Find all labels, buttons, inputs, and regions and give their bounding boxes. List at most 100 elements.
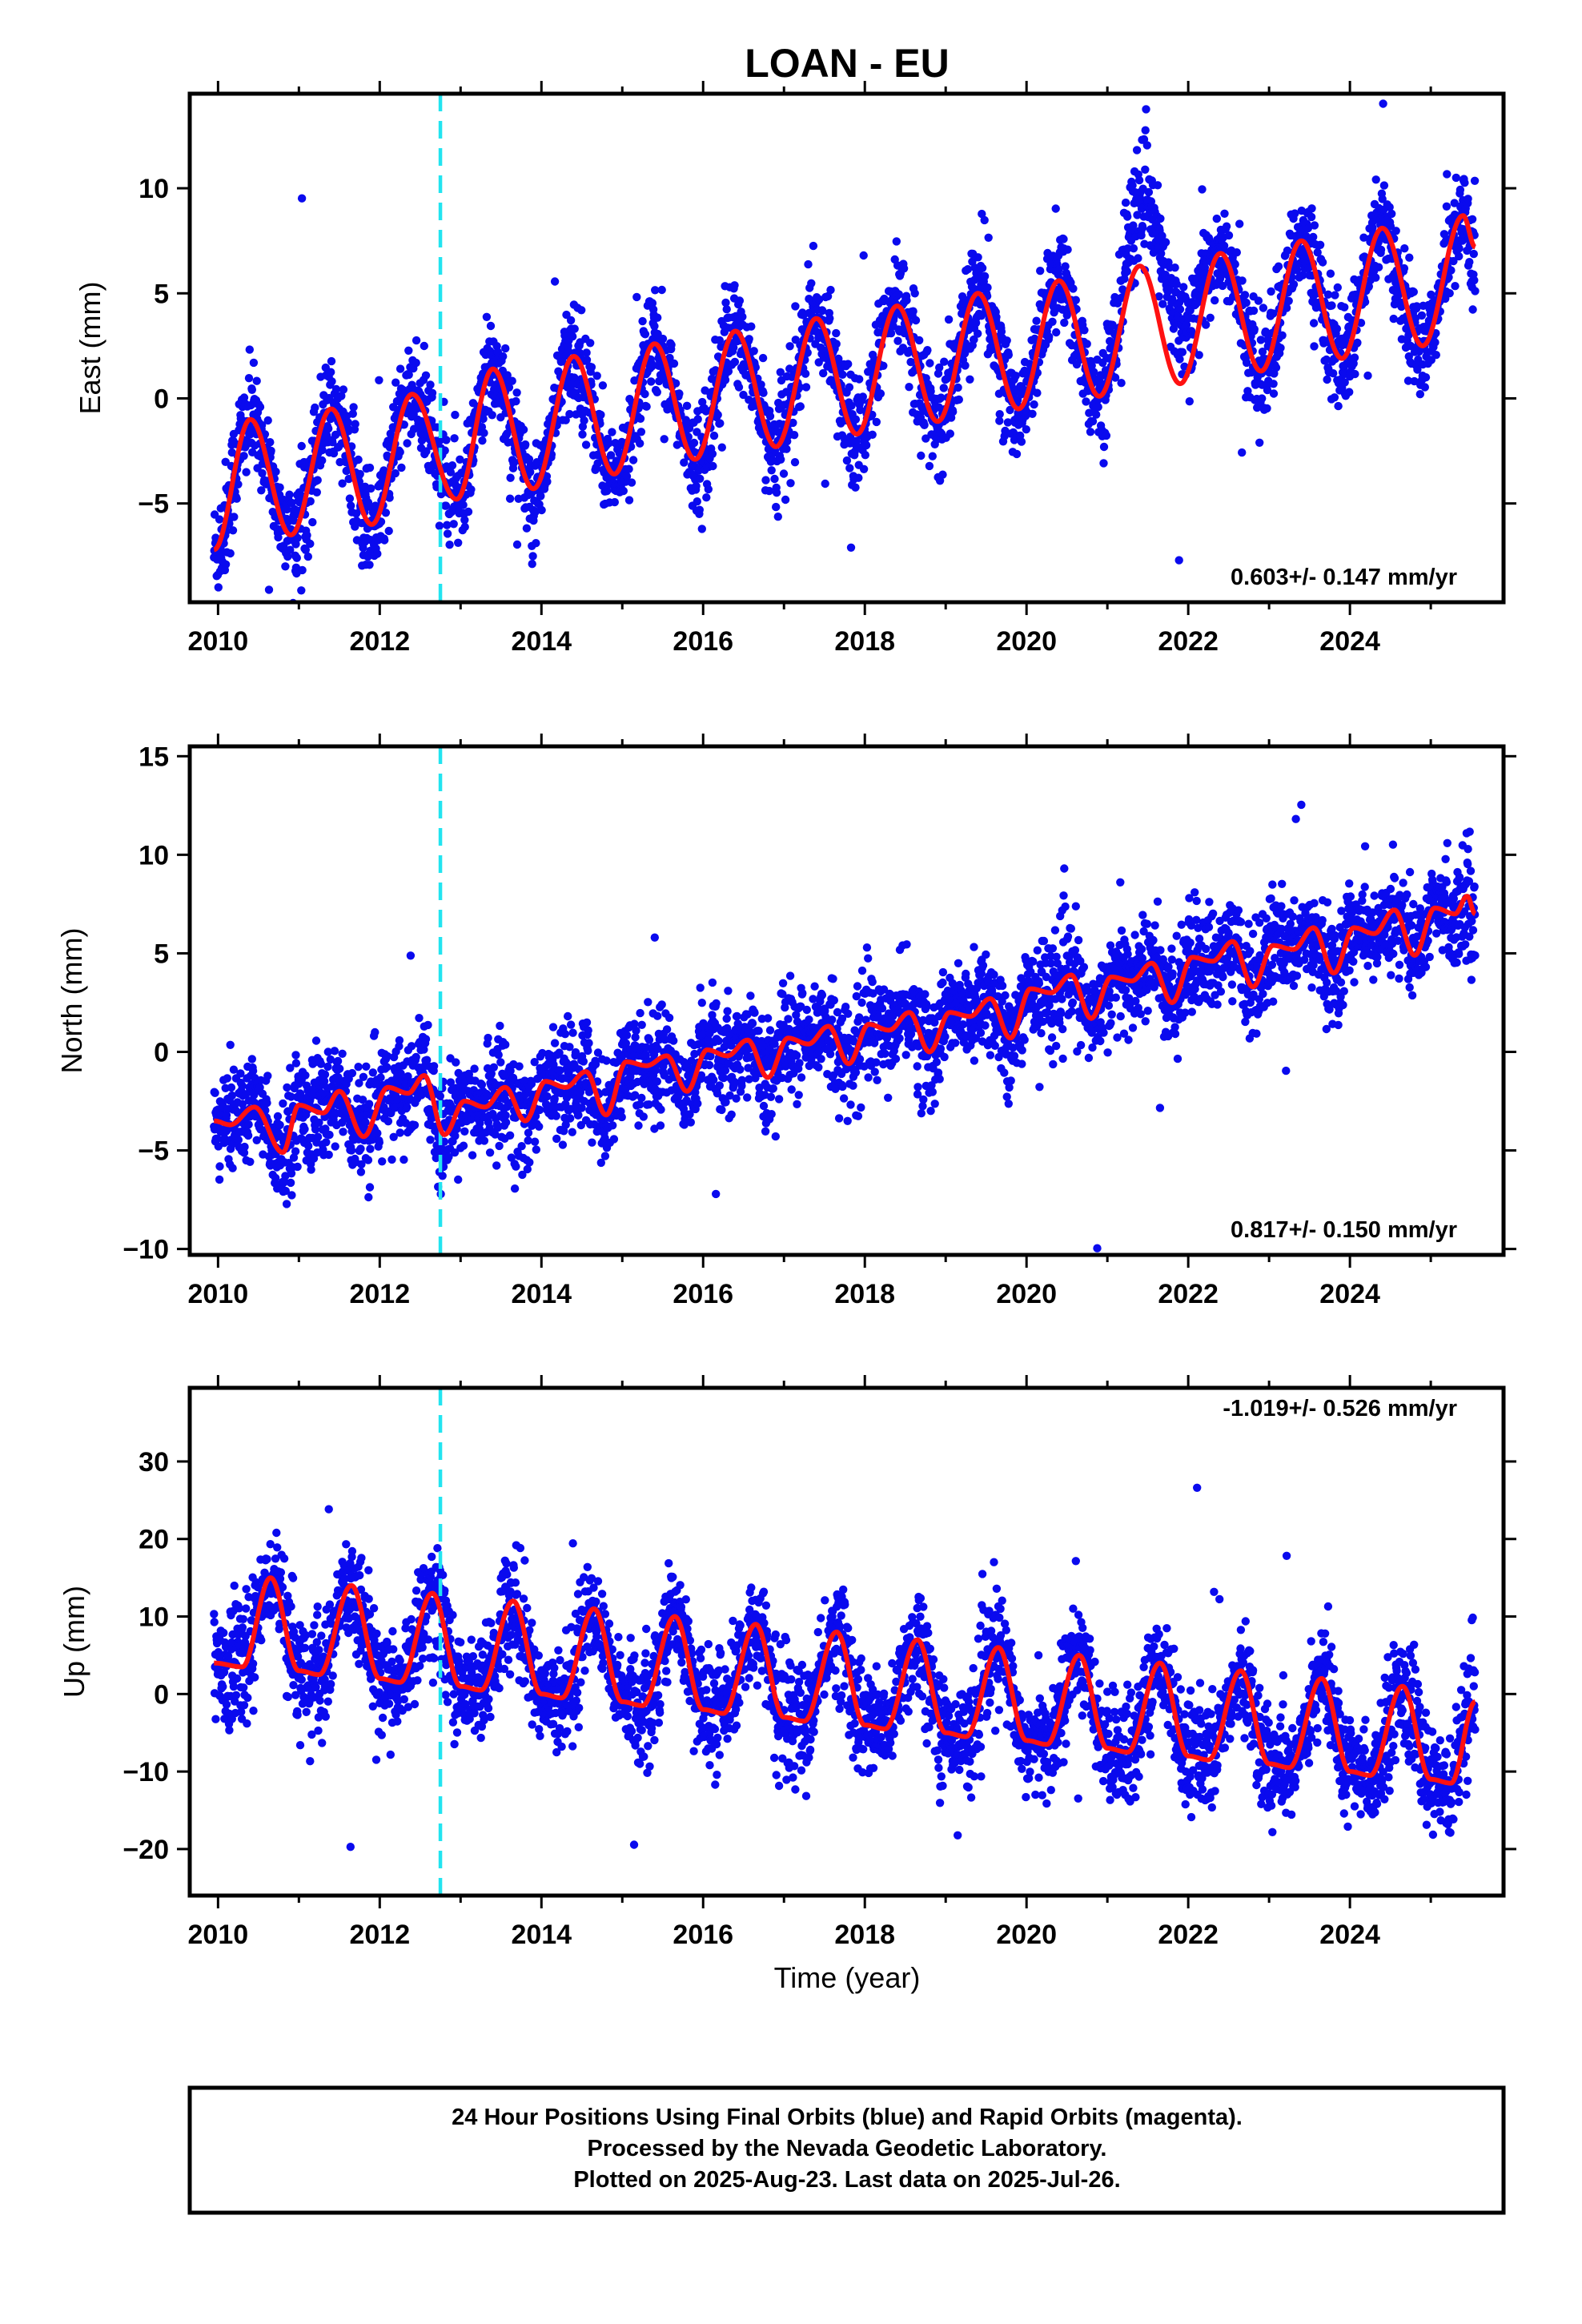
east-point-162: [264, 585, 274, 594]
east-point-318: [318, 456, 327, 465]
north-point-1049: [566, 1114, 575, 1123]
east-point-3265: [1318, 258, 1327, 267]
east-point-3288: [1326, 269, 1335, 278]
east-point-1668: [776, 368, 785, 376]
east-point-2794: [1158, 300, 1167, 308]
east-point-1576: [745, 335, 753, 344]
east-point-3135: [1274, 262, 1283, 271]
east-point-2335: [1002, 336, 1011, 345]
east-point-2361: [1011, 372, 1020, 380]
north-point-513: [383, 1117, 393, 1126]
north-point-370: [335, 1064, 344, 1073]
east-frame: [187, 91, 1506, 605]
east-point-1546: [734, 383, 744, 392]
east-point-1306: [653, 313, 662, 322]
east-point-2364: [1012, 449, 1022, 459]
east-point-189: [274, 533, 283, 542]
north-point-241: [291, 1051, 300, 1059]
east-point-1851: [838, 370, 847, 379]
east-point-400: [345, 494, 355, 503]
north-point-286: [307, 1165, 315, 1174]
east-point-1872: [845, 464, 854, 472]
chart-title: LOAN - EU: [745, 41, 950, 86]
east-point-1347: [667, 340, 676, 349]
north-point-1051: [566, 1020, 576, 1029]
east-point-3443: [1379, 99, 1387, 108]
east-point-683: [441, 501, 451, 510]
east-point-3128: [1271, 363, 1281, 372]
east-point-937: [528, 560, 536, 569]
east-point-337: [324, 424, 333, 433]
east-point-864: [503, 371, 512, 380]
east-point-1800: [821, 479, 829, 489]
north-point-1073: [574, 1111, 583, 1120]
east-point-724: [456, 455, 464, 464]
east-point-1782: [814, 295, 824, 304]
east-point-332: [322, 431, 331, 440]
east-point-2628: [1102, 431, 1111, 440]
east-point-1510: [722, 305, 731, 314]
east-point-1709: [789, 431, 799, 440]
east-point-2424: [1033, 388, 1042, 397]
east-point-1489: [715, 336, 724, 345]
east-point-1994: [886, 329, 896, 338]
east-point-1655: [772, 502, 781, 512]
east-point-1951: [872, 417, 881, 427]
east-point-3165: [1284, 296, 1293, 305]
east-point-3398: [1363, 371, 1372, 380]
east-point-569: [403, 439, 412, 448]
east-point-3506: [1400, 244, 1409, 253]
east-point-3064: [1250, 324, 1259, 334]
east-point-815: [486, 321, 496, 331]
east-point-3360: [1351, 369, 1359, 379]
east-point-1384: [680, 458, 689, 467]
north-point-39: [223, 1074, 231, 1083]
east-point-1319: [657, 285, 666, 295]
east-ytick-label-0: 0: [154, 384, 169, 414]
east-point-1297: [650, 322, 659, 331]
east-point-2168: [946, 429, 955, 438]
east-point-1617: [758, 353, 768, 363]
north-point-481: [373, 1128, 382, 1138]
east-point-258: [297, 441, 306, 451]
north-point-999: [548, 1023, 558, 1031]
east-point-2568: [1082, 397, 1090, 406]
east-point-3533: [1409, 287, 1419, 296]
north-point-455: [364, 1192, 373, 1202]
east-point-2149: [939, 384, 949, 392]
east-point-2082: [917, 451, 926, 460]
east-point-697: [446, 468, 456, 476]
east-point-305: [313, 476, 322, 485]
east-point-2725: [1134, 175, 1144, 185]
east-point-3040: [1242, 298, 1251, 308]
east-point-353: [329, 448, 339, 458]
east-point-3120: [1269, 380, 1278, 388]
east-point-680: [440, 446, 449, 455]
north-point-448: [362, 1062, 371, 1072]
east-point-1222: [624, 464, 633, 473]
north-point-327: [320, 1070, 330, 1079]
east-point-3141: [1276, 344, 1285, 352]
east-point-694: [445, 541, 454, 549]
east-point-2604: [1094, 403, 1102, 412]
east-point-939: [528, 552, 537, 561]
east-point-1963: [876, 389, 885, 398]
north-point-440: [359, 1072, 368, 1082]
north-point-1178: [609, 1135, 619, 1144]
north-point-1055: [568, 1128, 576, 1136]
east-point-344: [327, 368, 335, 376]
east-point-1245: [632, 292, 641, 302]
east-point-2059: [909, 307, 917, 316]
east-point-1085: [578, 430, 587, 439]
north-point-48: [226, 1040, 235, 1050]
east-point-274: [303, 531, 311, 540]
east-point-2014: [893, 336, 902, 345]
east-point-159: [263, 416, 272, 425]
north-point-267: [300, 1124, 309, 1134]
east-point-3552: [1415, 390, 1425, 399]
east-point-710: [451, 410, 460, 420]
east-point-2530: [1069, 284, 1078, 293]
north-point-115: [248, 1067, 258, 1076]
east-point-1867: [844, 360, 853, 368]
east-point-3468: [1387, 209, 1396, 219]
